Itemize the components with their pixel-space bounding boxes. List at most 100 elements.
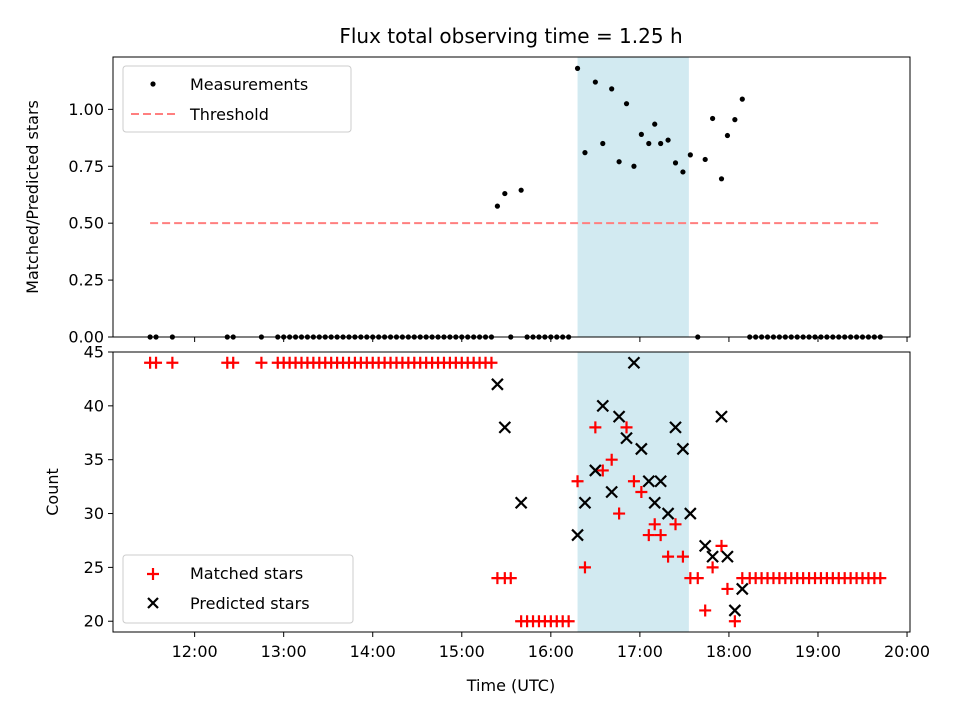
predicted-star-point: [571, 528, 584, 542]
predicted-star-point: [491, 378, 504, 391]
matched-star-point: [699, 604, 712, 617]
legend-measurements-marker: [150, 81, 156, 87]
x-tick-label: 16:00: [528, 642, 574, 661]
predicted-star-point: [635, 442, 648, 456]
matched-star-point: [706, 561, 719, 574]
y-tick-label: 30: [84, 504, 104, 523]
bottom-y-axis-label: Count: [43, 468, 62, 516]
predicted-star-point: [698, 539, 712, 553]
legend-matched-marker: [147, 568, 159, 580]
top-panel: 0.00 0.25 0.50 0.75 1.00 Flux total observin…: [23, 24, 911, 347]
measurement-point: [732, 117, 738, 123]
measurement-point: [518, 187, 524, 193]
chart-title: Flux total observing time = 1.25 h: [339, 24, 682, 48]
measurement-point: [494, 203, 501, 209]
y-tick-label: 0.00: [68, 328, 104, 347]
matched-star-point: [255, 356, 268, 369]
y-tick-label: 40: [84, 396, 104, 415]
y-tick-label: 1.00: [68, 100, 104, 119]
matched-star-point: [613, 507, 626, 520]
bottom-axes-frame: [112, 351, 911, 633]
top-y-axis: 0.00 0.25 0.50 0.75 1.00: [68, 100, 113, 347]
predicted-star-point: [715, 410, 728, 423]
bottom-legend-box: [122, 554, 354, 624]
measurement-point: [665, 137, 671, 143]
predicted-star-point: [736, 582, 749, 596]
matched-star-point: [571, 475, 584, 488]
bottom-shaded-interval: [577, 352, 689, 632]
bottom-x-axis-label: Time (UTC): [466, 676, 555, 695]
measurement-point: [739, 96, 745, 102]
measurement-point: [592, 79, 598, 85]
bottom-panel: 20 25 30 35 40 45 12:00 13:00 14:00 15:00 16:00 17…: [43, 343, 930, 696]
measurement-point: [680, 169, 686, 175]
legend-predicted-marker: [147, 597, 159, 609]
measurement-point: [652, 121, 658, 127]
predicted-star-point: [669, 421, 682, 434]
matched-star-point: [227, 356, 240, 369]
y-tick-label: 20: [84, 612, 104, 631]
matched-star-point: [654, 529, 667, 542]
measurement-point: [600, 140, 606, 147]
measurement-point: [710, 115, 716, 122]
top-shaded-interval: [577, 57, 689, 337]
matched-star-point: [166, 356, 179, 369]
matched-star-point: [485, 356, 498, 369]
measurement-point: [574, 65, 581, 71]
matched-star-point: [691, 572, 704, 585]
legend-measurements-label: Measurements: [190, 75, 308, 94]
matched-star-point: [642, 529, 655, 542]
measurement-point: [609, 86, 615, 92]
predicted-star-point: [661, 507, 675, 520]
measurement-point: [623, 101, 630, 107]
x-tick-label: 15:00: [439, 642, 485, 661]
predicted-star-point: [596, 399, 610, 413]
predicted-star-point: [498, 421, 512, 434]
top-legend: Measurements Threshold: [122, 65, 352, 133]
matched-star-point: [635, 486, 648, 498]
y-tick-label: 0.25: [68, 271, 104, 290]
matched-star-point: [676, 550, 689, 563]
matched-star-point: [589, 421, 602, 434]
measurement-point: [702, 156, 708, 163]
predicted-star-point: [514, 496, 528, 510]
legend-predicted-label: Predicted stars: [190, 594, 310, 613]
matched-star-point: [150, 356, 163, 369]
legend-matched-label: Matched stars: [190, 564, 303, 583]
measurement-point: [672, 160, 679, 166]
measurement-point: [502, 190, 508, 197]
bottom-x-axis: 12:00 13:00 14:00 15:00 16:00 17:00 18:00 19:00…: [172, 632, 930, 661]
measurement-point: [616, 159, 622, 165]
measurement-point: [724, 132, 731, 139]
measurement-point: [631, 163, 637, 169]
matched-star-point: [620, 421, 633, 434]
matched-star-point: [504, 572, 517, 585]
x-tick-label: 18:00: [706, 642, 752, 661]
matched-star-point: [874, 572, 887, 585]
measurement-point: [638, 131, 644, 137]
measurement-point: [582, 150, 588, 156]
matched-star-point: [578, 561, 591, 574]
matched-star-point: [596, 464, 609, 477]
predicted-star-point: [627, 356, 641, 370]
predicted-star-point: [684, 507, 697, 520]
bottom-y-axis: 20 25 30 35 40 45: [84, 343, 113, 631]
matched-star-point: [562, 615, 575, 628]
matched-star-point: [728, 615, 741, 628]
bottom-legend: Matched stars Predicted stars: [122, 554, 354, 624]
predicted-star-point: [654, 474, 667, 488]
predicted-star-point: [620, 431, 633, 445]
predicted-star-point: [648, 496, 662, 510]
top-axes-frame: [112, 56, 911, 338]
x-tick-label: 17:00: [617, 642, 663, 661]
top-legend-box: [122, 65, 352, 133]
predicted-star-point: [589, 464, 602, 477]
predicted-star-point: [578, 496, 592, 510]
predicted-star-point: [706, 550, 719, 563]
legend-threshold-label: Threshold: [189, 105, 269, 124]
y-tick-label: 35: [84, 450, 104, 469]
predicted-star-point: [612, 410, 626, 423]
matched-star-point: [715, 539, 728, 552]
measurement-point: [718, 176, 725, 182]
